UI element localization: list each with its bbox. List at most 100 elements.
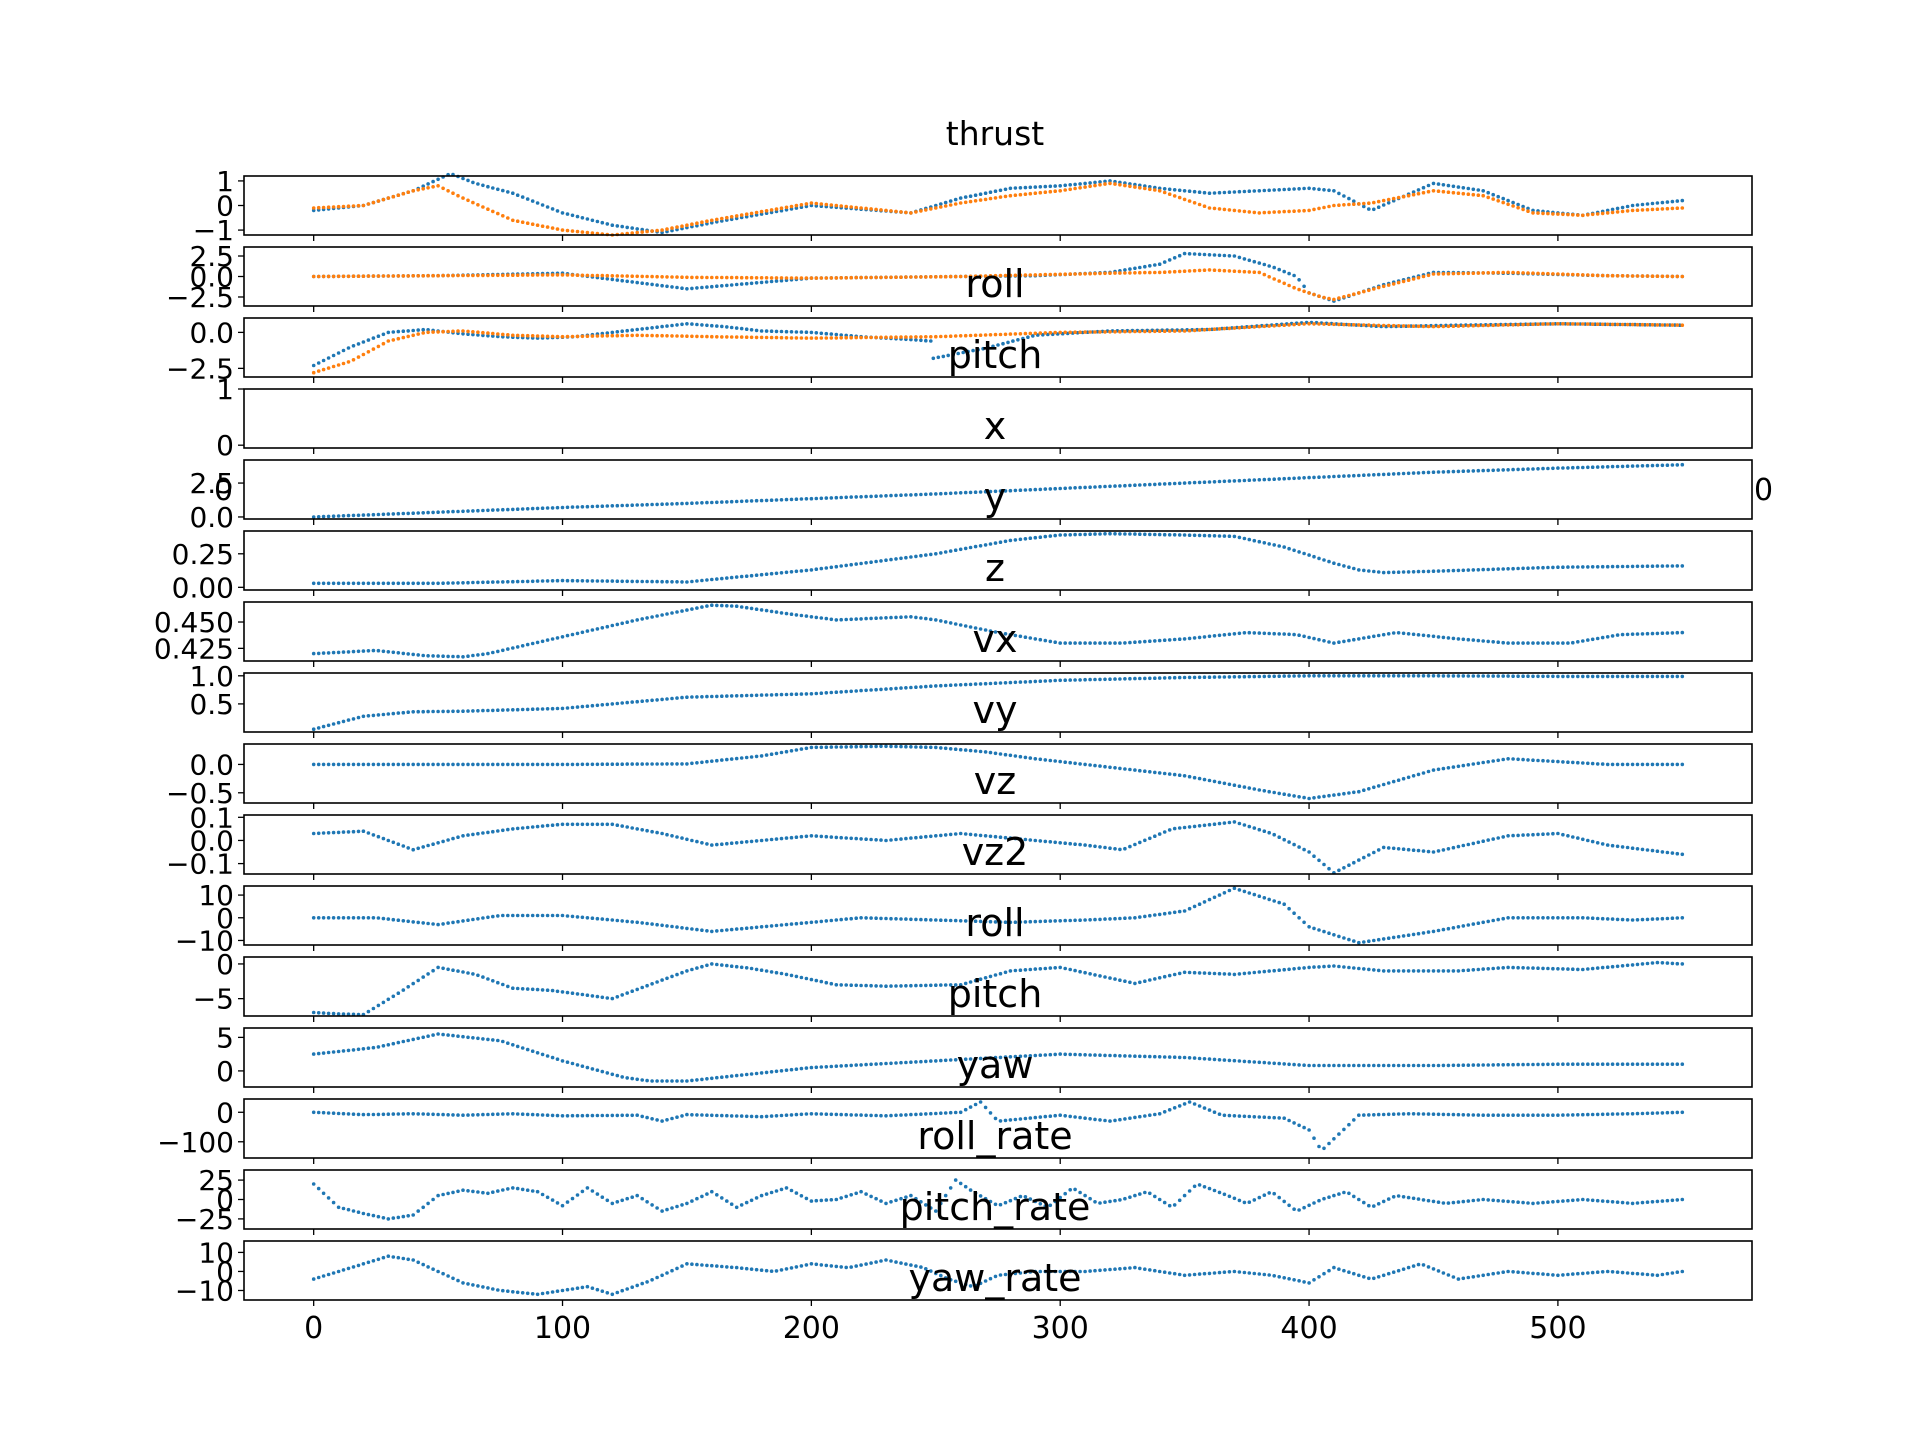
data-point [660, 1079, 664, 1083]
data-point [1531, 211, 1535, 215]
data-point [610, 333, 615, 338]
data-point [914, 335, 918, 339]
data-point [1138, 768, 1142, 773]
data-point [1531, 832, 1535, 837]
data-point [1023, 968, 1028, 972]
data-point [441, 329, 445, 334]
data-point [769, 1190, 774, 1195]
data-point [1431, 634, 1436, 639]
data-point [1257, 270, 1262, 275]
data-point [476, 273, 480, 278]
data-point [1416, 674, 1421, 678]
data-point [451, 654, 455, 659]
data-point [326, 916, 331, 920]
data-point [431, 179, 435, 184]
data-point [545, 988, 550, 992]
data-point [1541, 565, 1545, 570]
data-point [725, 275, 729, 280]
data-point [1613, 322, 1617, 327]
data-point [973, 682, 978, 686]
data-point [515, 645, 520, 649]
subplot-title: roll [965, 901, 1024, 945]
data-point [779, 208, 784, 213]
data-point [1362, 323, 1366, 327]
data-point [461, 762, 465, 767]
data-point [486, 762, 490, 767]
data-point [466, 762, 470, 767]
data-point [1352, 966, 1356, 970]
data-point [794, 748, 799, 752]
data-point [1317, 674, 1321, 678]
data-point [1600, 1199, 1605, 1203]
data-point [1620, 322, 1625, 327]
data-point [411, 652, 416, 657]
data-point [1287, 271, 1291, 276]
data-point [1277, 267, 1281, 272]
data-point [700, 760, 704, 765]
data-point [725, 1074, 729, 1079]
data-point [849, 689, 853, 694]
data-point [819, 496, 824, 501]
data-point [610, 274, 615, 278]
data-point [1332, 933, 1336, 937]
data-point [555, 227, 560, 231]
data-point [1571, 213, 1575, 217]
data-point [1187, 252, 1192, 256]
data-point [1655, 674, 1660, 679]
data-point [1118, 183, 1122, 187]
data-point [1177, 773, 1182, 777]
data-point [1396, 324, 1401, 328]
data-point [555, 913, 560, 918]
data-point [1297, 633, 1301, 637]
data-point [1650, 463, 1655, 468]
data-point [1416, 848, 1421, 853]
data-point [1446, 324, 1451, 329]
data-point [819, 691, 824, 695]
data-point [705, 1113, 709, 1117]
data-point [973, 978, 978, 983]
data-point [1376, 937, 1381, 942]
data-point [346, 581, 351, 586]
data-point [919, 492, 923, 497]
data-point [1053, 272, 1057, 277]
data-point [934, 684, 938, 688]
data-point [1466, 674, 1471, 678]
data-point [496, 1288, 500, 1292]
data-point [1337, 964, 1341, 969]
data-point [1292, 1062, 1296, 1067]
data-point [879, 559, 883, 563]
data-point [630, 1195, 634, 1199]
data-point [1222, 675, 1227, 679]
data-point [1172, 255, 1177, 260]
data-point [1297, 209, 1301, 213]
data-point [1406, 847, 1411, 852]
data-point [779, 335, 784, 340]
data-point [381, 1000, 386, 1005]
data-point [1083, 1053, 1087, 1057]
data-point [501, 1112, 505, 1116]
data-point [754, 607, 759, 611]
data-point [1018, 1117, 1023, 1121]
data-point [670, 580, 674, 584]
data-point [391, 711, 396, 716]
data-point [411, 1258, 416, 1262]
data-point [1446, 1112, 1451, 1117]
data-point [1006, 340, 1010, 345]
data-point [625, 762, 629, 766]
data-point [1466, 637, 1471, 642]
data-point [1541, 916, 1545, 920]
data-point [1556, 759, 1560, 764]
data-point [1162, 911, 1167, 916]
data-point [869, 494, 873, 499]
data-point [665, 1207, 669, 1212]
data-point [1162, 190, 1167, 195]
data-point [406, 846, 411, 850]
data-point [1123, 483, 1127, 488]
data-point [784, 276, 789, 280]
data-point [734, 575, 739, 579]
data-point [769, 276, 774, 280]
data-point [570, 1287, 575, 1291]
data-point [1187, 825, 1192, 829]
data-point [1521, 674, 1525, 678]
data-point [1337, 674, 1341, 678]
